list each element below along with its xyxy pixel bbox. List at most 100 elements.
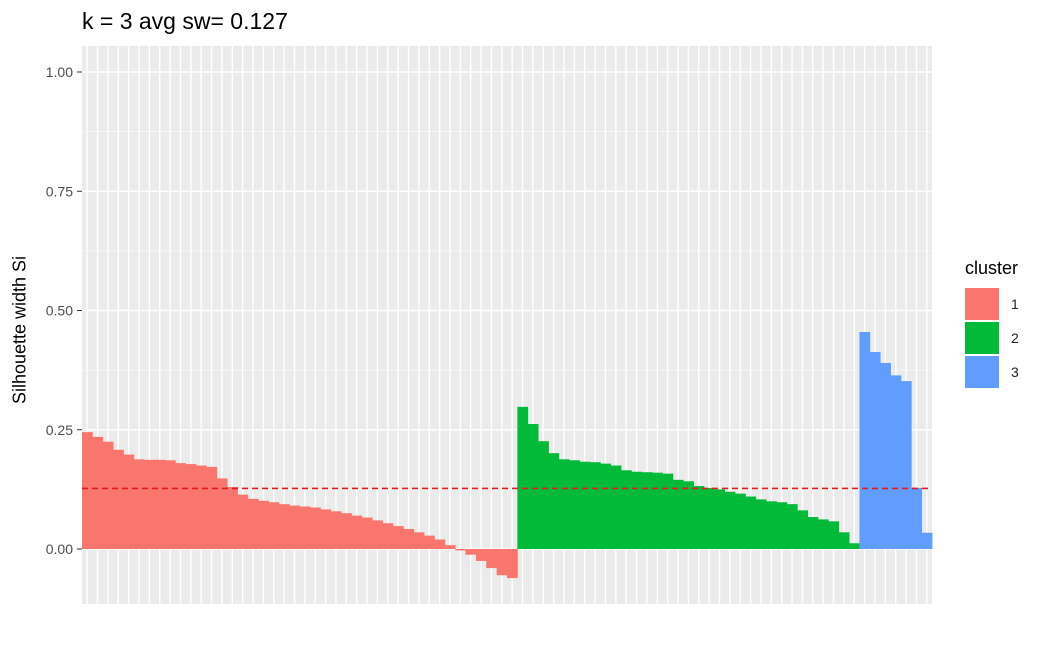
y-tick-label: 0.50 [46,303,73,319]
bar-cluster-3-6 [911,487,923,549]
bar-cluster-2-18 [693,486,705,549]
legend: cluster 1 2 3 [965,258,1019,389]
bar-cluster-2-6 [569,460,580,549]
legend-label-2: 2 [1011,330,1019,346]
legend-item-3: 3 [965,355,1019,389]
bar-cluster-1-4 [113,449,124,549]
bar-cluster-1-7 [144,459,155,549]
bar-cluster-2-30 [817,519,829,549]
bar-cluster-2-27 [786,504,798,549]
bar-cluster-1-38 [465,549,477,555]
bar-cluster-1-12 [196,465,207,549]
bar-cluster-2-5 [558,459,570,549]
bar-cluster-2-24 [755,499,767,549]
bar-cluster-3-4 [890,375,902,549]
bar-cluster-1-16 [237,494,249,549]
bar-cluster-1-25 [330,511,342,549]
bar-cluster-2-29 [807,517,819,549]
bar-cluster-1-32 [403,528,415,549]
bar-cluster-2-11 [621,470,632,549]
bar-cluster-2-20 [714,489,726,549]
bar-cluster-3-5 [900,381,912,549]
legend-swatch-2 [965,322,999,354]
bar-cluster-2-14 [652,472,663,549]
bar-cluster-1-20 [278,504,290,549]
bar-cluster-1-40 [486,549,498,569]
bar-cluster-2-9 [600,463,612,549]
y-tick-label: 1.00 [46,64,73,80]
bar-cluster-2-10 [610,465,622,549]
bar-cluster-2-19 [703,487,715,549]
bar-cluster-2-32 [838,532,850,549]
bar-cluster-1-29 [372,520,384,549]
bar-cluster-1-5 [123,454,135,549]
bar-cluster-2-16 [672,479,684,549]
bar-cluster-2-13 [641,472,653,549]
legend-item-2: 2 [965,321,1019,355]
bar-cluster-1-13 [206,466,218,549]
bar-cluster-2-2 [527,424,539,549]
bar-cluster-1-11 [185,464,197,549]
bar-cluster-2-12 [631,471,643,549]
bar-cluster-1-42 [507,549,518,579]
bar-cluster-2-3 [538,441,549,549]
bar-cluster-1-23 [310,507,321,549]
bar-cluster-2-33 [849,543,860,549]
y-tick-label: 0.00 [46,541,73,557]
bar-cluster-1-19 [268,502,280,549]
bar-cluster-1-33 [413,532,425,549]
bar-cluster-1-27 [351,515,363,549]
bar-cluster-1-39 [475,549,487,561]
bar-cluster-1-8 [154,459,166,549]
bar-cluster-3-1 [859,331,871,549]
bar-cluster-2-15 [662,473,674,549]
bar-cluster-3-2 [869,351,881,549]
y-tick-label: 0.25 [46,422,73,438]
bar-cluster-2-25 [766,501,777,549]
bar-cluster-2-26 [776,502,788,549]
bar-cluster-2-22 [735,493,746,549]
bar-cluster-2-21 [724,491,736,549]
chart-title: k = 3 avg sw= 0.127 [82,8,288,34]
legend-swatch-3 [965,356,999,388]
y-tick-label: 0.75 [46,183,73,199]
bar-cluster-2-28 [797,510,809,549]
bar-cluster-1-15 [227,486,238,549]
bar-cluster-1-34 [424,535,435,549]
bar-cluster-1-37 [455,549,466,551]
bar-cluster-2-7 [579,461,591,549]
bar-cluster-2-17 [683,481,694,549]
bar-cluster-1-21 [289,505,301,549]
bar-cluster-1-41 [496,549,508,576]
bar-cluster-1-10 [175,463,187,549]
bar-cluster-1-18 [258,500,269,549]
bar-cluster-1-3 [102,441,114,549]
legend-label-3: 3 [1011,364,1019,380]
bar-cluster-2-31 [828,521,840,549]
legend-item-1: 1 [965,287,1019,321]
legend-label-1: 1 [1011,296,1019,312]
bar-cluster-2-1 [517,406,529,549]
bar-cluster-2-23 [745,496,757,549]
bar-cluster-1-26 [341,513,352,549]
bar-cluster-1-14 [216,478,228,549]
bar-cluster-1-9 [164,460,176,549]
bar-cluster-1-30 [382,523,394,549]
legend-title: cluster [965,258,1019,278]
bar-cluster-1-24 [320,509,332,549]
bar-cluster-1-1 [82,432,93,549]
bar-cluster-1-6 [133,459,145,549]
bar-cluster-1-2 [92,436,104,549]
bar-cluster-1-31 [392,526,404,549]
bar-cluster-1-17 [247,498,259,549]
bar-cluster-3-3 [880,362,891,549]
bar-cluster-1-35 [434,539,446,549]
bar-cluster-2-4 [548,453,560,549]
legend-swatch-1 [965,288,999,320]
bar-cluster-1-36 [444,545,456,549]
bar-cluster-1-22 [299,506,311,549]
bar-cluster-1-28 [361,517,373,549]
bar-cluster-2-8 [589,462,601,549]
